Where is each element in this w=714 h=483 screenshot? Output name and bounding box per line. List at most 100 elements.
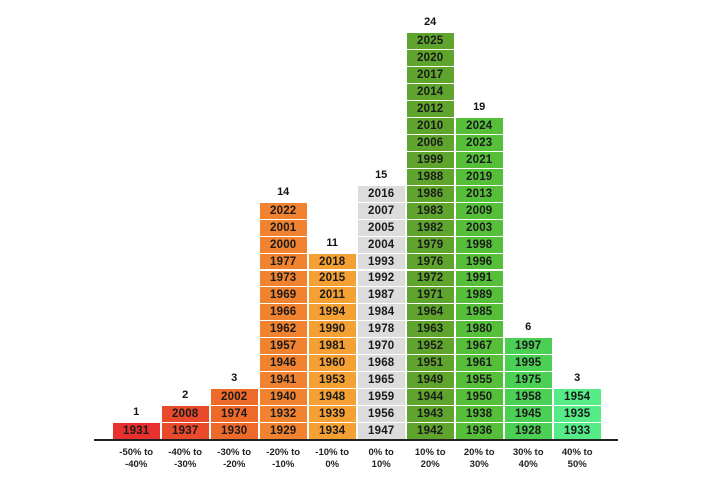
year-cell: 2011 bbox=[307, 286, 357, 304]
year-cell: 2019 bbox=[454, 167, 504, 185]
year-cell: 2006 bbox=[405, 133, 455, 151]
year-cell: 1976 bbox=[405, 252, 455, 270]
year-cell: 2000 bbox=[258, 235, 308, 253]
count-label: 3 bbox=[574, 372, 581, 385]
category-label: -50% to -40% bbox=[119, 447, 154, 470]
year-cell: 2024 bbox=[454, 116, 504, 134]
year-cell: 2003 bbox=[454, 218, 504, 236]
count-label: 15 bbox=[375, 168, 388, 181]
year-cell: 2012 bbox=[405, 100, 455, 117]
year-cell: 1929 bbox=[258, 422, 308, 439]
year-cell: 1996 bbox=[454, 252, 504, 270]
year-cell: 1931 bbox=[111, 422, 161, 439]
year-cell: 2008 bbox=[160, 405, 210, 423]
year-cell: 1952 bbox=[405, 337, 455, 355]
count-label: 24 bbox=[424, 16, 437, 29]
year-cell: 1967 bbox=[454, 337, 504, 355]
count-label: 11 bbox=[326, 236, 338, 249]
year-cell: 1974 bbox=[209, 405, 259, 423]
year-cell: 1936 bbox=[454, 422, 504, 439]
year-cell: 1984 bbox=[356, 303, 406, 321]
year-cell: 1983 bbox=[405, 201, 455, 219]
year-cell: 1928 bbox=[503, 422, 553, 439]
year-cell: 1979 bbox=[405, 235, 455, 253]
year-cell: 1957 bbox=[258, 337, 308, 355]
year-cell: 1985 bbox=[454, 303, 504, 321]
category-label: -30% to -20% bbox=[217, 447, 252, 470]
year-cell: 2017 bbox=[405, 66, 455, 84]
year-cell: 1950 bbox=[454, 388, 504, 406]
year-cell: 1972 bbox=[405, 269, 455, 287]
category-label: 0% to 10% bbox=[368, 447, 394, 470]
year-cell: 1968 bbox=[356, 354, 406, 372]
year-cell: 2022 bbox=[258, 201, 308, 219]
year-cell: 1935 bbox=[552, 405, 602, 423]
count-label: 3 bbox=[231, 372, 238, 385]
count-label: 19 bbox=[473, 100, 486, 113]
year-cell: 1941 bbox=[258, 371, 308, 389]
category-label: 20% to 30% bbox=[463, 447, 495, 470]
year-cell: 1946 bbox=[258, 354, 308, 372]
year-cell: 1932 bbox=[258, 405, 308, 423]
year-cell: 1995 bbox=[503, 354, 553, 372]
year-cell: 1977 bbox=[258, 252, 308, 270]
year-cell: 1980 bbox=[454, 320, 504, 338]
year-cell: 1969 bbox=[258, 286, 308, 304]
year-cell: 1994 bbox=[307, 303, 357, 321]
x-axis-baseline bbox=[94, 439, 618, 441]
year-cell: 1961 bbox=[454, 354, 504, 372]
year-cell: 1942 bbox=[405, 422, 455, 439]
year-cell: 1997 bbox=[503, 337, 553, 355]
year-cell: 1981 bbox=[307, 337, 357, 355]
year-cell: 2002 bbox=[209, 388, 259, 406]
year-cell: 2023 bbox=[454, 133, 504, 151]
year-cell: 1948 bbox=[307, 388, 357, 406]
year-cell: 2015 bbox=[307, 269, 357, 287]
category-label: 40% to 50% bbox=[561, 447, 593, 470]
year-cell: 1971 bbox=[405, 286, 455, 304]
year-cell: 1990 bbox=[307, 320, 357, 338]
year-cell: 1943 bbox=[405, 405, 455, 423]
year-cell: 1951 bbox=[405, 354, 455, 372]
year-cell: 2013 bbox=[454, 184, 504, 202]
year-cell: 1954 bbox=[552, 388, 602, 406]
year-cell: 1986 bbox=[405, 184, 455, 202]
category-label: -10% to 0% bbox=[315, 447, 350, 470]
year-cell: 1964 bbox=[405, 303, 455, 321]
year-cell: 1963 bbox=[405, 320, 455, 338]
year-cell: 1956 bbox=[356, 405, 406, 423]
year-cell: 1966 bbox=[258, 303, 308, 321]
category-label: -20% to -10% bbox=[266, 447, 301, 470]
year-cell: 2009 bbox=[454, 201, 504, 219]
year-cell: 1965 bbox=[356, 371, 406, 389]
year-cell: 1958 bbox=[503, 388, 553, 406]
year-cell: 1973 bbox=[258, 269, 308, 287]
year-cell: 1938 bbox=[454, 405, 504, 423]
category-label: 10% to 20% bbox=[414, 447, 446, 470]
year-cell: 1975 bbox=[503, 371, 553, 389]
year-cell: 2004 bbox=[356, 235, 406, 253]
year-cell: 1949 bbox=[405, 371, 455, 389]
year-cell: 1999 bbox=[405, 150, 455, 168]
year-cell: 1944 bbox=[405, 388, 455, 406]
year-cell: 2025 bbox=[405, 32, 455, 50]
year-cell: 1993 bbox=[356, 252, 406, 270]
count-label: 6 bbox=[525, 321, 532, 334]
year-cell: 1992 bbox=[356, 269, 406, 287]
year-cell: 1934 bbox=[307, 422, 357, 439]
year-cell: 2005 bbox=[356, 218, 406, 236]
year-cell: 1959 bbox=[356, 388, 406, 406]
year-cell: 2020 bbox=[405, 49, 455, 67]
year-cell: 2010 bbox=[405, 116, 455, 134]
year-cell: 1955 bbox=[454, 371, 504, 389]
year-cell: 2014 bbox=[405, 83, 455, 100]
year-cell: 1962 bbox=[258, 320, 308, 338]
count-label: 1 bbox=[133, 406, 140, 419]
count-label: 2 bbox=[182, 389, 189, 402]
year-cell: 1940 bbox=[258, 388, 308, 406]
year-cell: 1945 bbox=[503, 405, 553, 423]
year-cell: 2007 bbox=[356, 201, 406, 219]
year-cell: 2018 bbox=[307, 252, 357, 270]
year-cell: 1953 bbox=[307, 371, 357, 389]
